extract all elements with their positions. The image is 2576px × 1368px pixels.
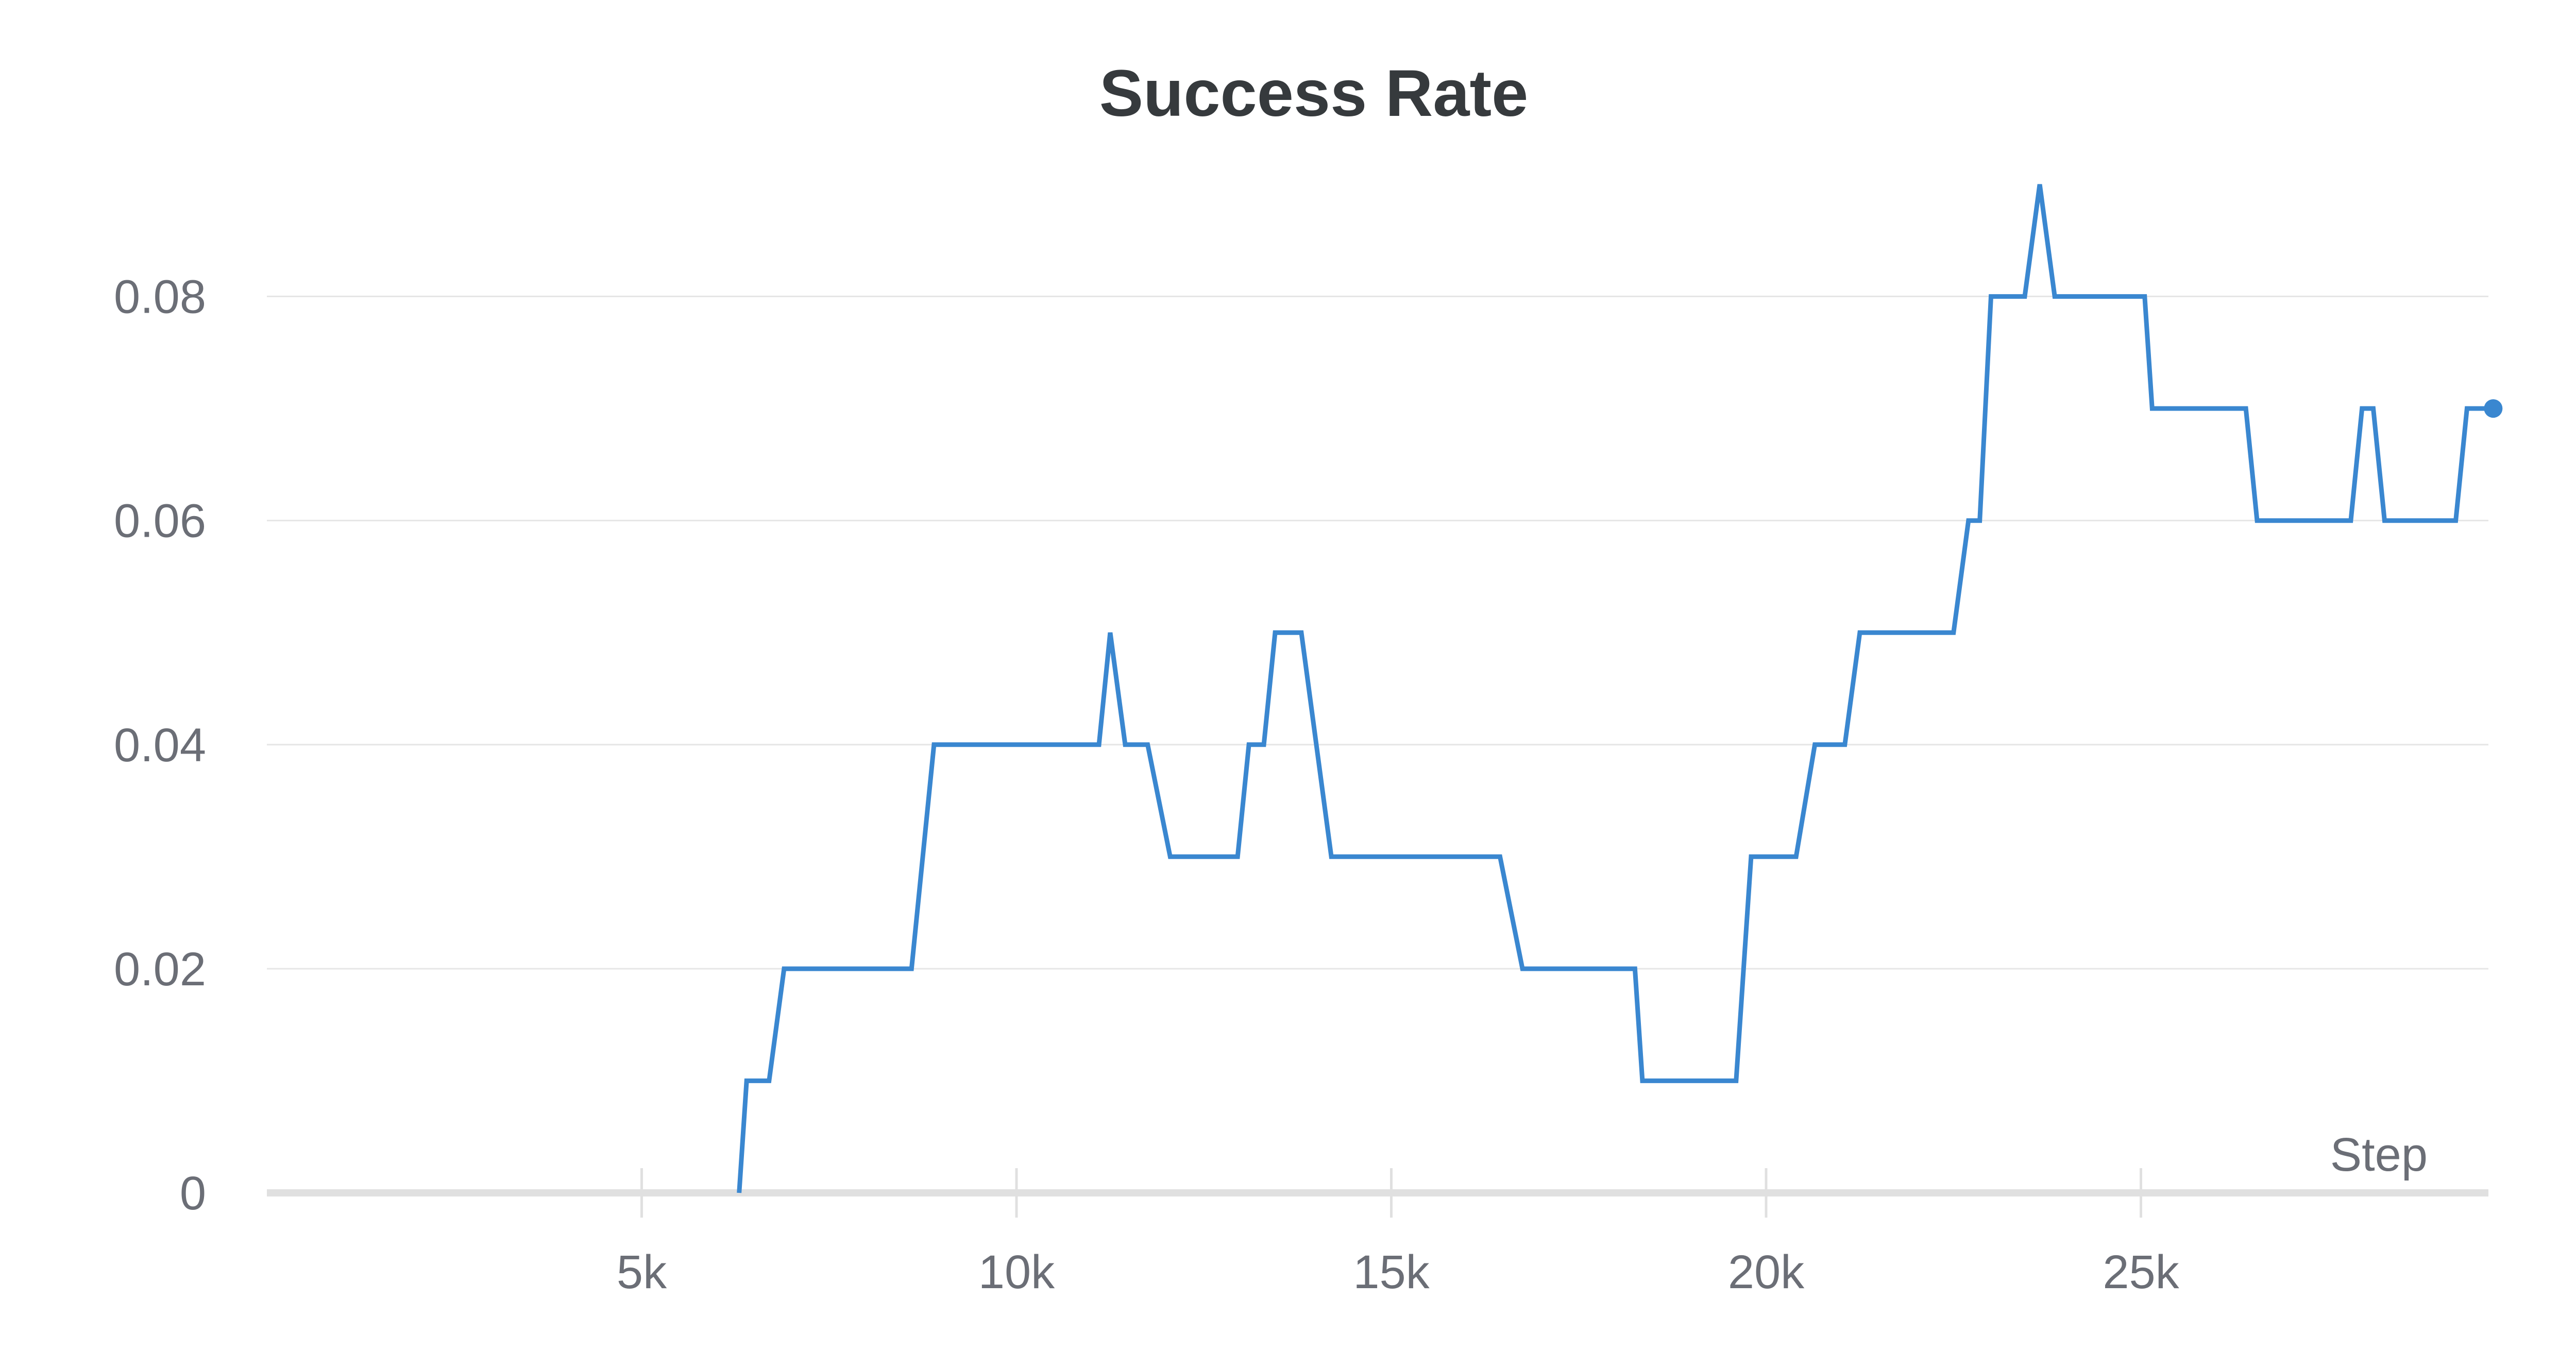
x-tick-label: 25k: [2103, 1246, 2179, 1298]
y-tick-label: 0.08: [114, 271, 206, 323]
x-axis-title: Step: [2330, 1128, 2428, 1181]
grid-lines: [267, 296, 2488, 970]
y-tick-label: 0.06: [114, 495, 206, 548]
y-tick-label: 0.02: [114, 943, 206, 996]
y-tick-label: 0: [180, 1167, 206, 1220]
series-end-point: [2484, 399, 2503, 418]
y-tick-labels: 0 0.02 0.04 0.06 0.08: [114, 271, 206, 1220]
series-layer: [737, 184, 2503, 1193]
x-tick-label: 10k: [978, 1246, 1055, 1298]
x-axis: [267, 1168, 2488, 1218]
y-tick-label: 0.04: [114, 719, 206, 772]
series-line: [737, 184, 2494, 1193]
x-tick-labels: 5k 10k 15k 20k 25k: [617, 1246, 2180, 1298]
x-tick-label: 15k: [1353, 1246, 1430, 1298]
x-tick-label: 5k: [617, 1246, 667, 1298]
x-tick-label: 20k: [1728, 1246, 1805, 1298]
chart-title: Success Rate: [1099, 57, 1529, 130]
